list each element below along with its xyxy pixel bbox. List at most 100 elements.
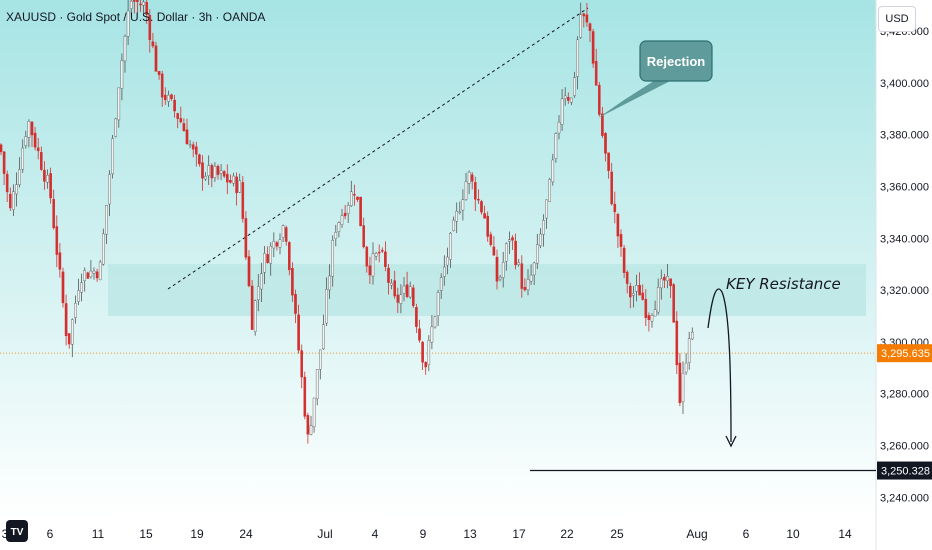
candle[interactable]: [678, 353, 682, 407]
candle[interactable]: [368, 256, 372, 285]
candle[interactable]: [542, 214, 545, 247]
candle[interactable]: [24, 130, 28, 149]
candle[interactable]: [480, 199, 483, 215]
candle[interactable]: [567, 92, 570, 104]
candle[interactable]: [393, 270, 397, 299]
candle[interactable]: [331, 235, 335, 287]
candle[interactable]: [517, 258, 520, 267]
candle[interactable]: [625, 270, 629, 294]
candle[interactable]: [194, 141, 198, 167]
candle[interactable]: [148, 9, 152, 53]
candle[interactable]: [402, 277, 406, 302]
candle[interactable]: [247, 250, 251, 288]
candle[interactable]: [563, 87, 567, 106]
candle[interactable]: [83, 267, 86, 292]
candle[interactable]: [284, 225, 288, 246]
candle[interactable]: [647, 312, 651, 332]
candle[interactable]: [387, 263, 390, 295]
candle[interactable]: [70, 318, 74, 358]
candle[interactable]: [669, 278, 672, 298]
candle[interactable]: [359, 196, 362, 227]
candle[interactable]: [594, 48, 598, 86]
candle[interactable]: [238, 173, 242, 193]
candle[interactable]: [412, 284, 415, 308]
candle[interactable]: [644, 289, 648, 327]
candle[interactable]: [244, 211, 248, 261]
candle[interactable]: [629, 282, 632, 309]
candle[interactable]: [132, 0, 136, 14]
candle[interactable]: [501, 251, 505, 288]
candle[interactable]: [371, 242, 375, 285]
candle[interactable]: [49, 167, 52, 204]
candle[interactable]: [105, 205, 108, 245]
candle[interactable]: [415, 303, 418, 333]
candle[interactable]: [458, 201, 462, 215]
candle[interactable]: [179, 106, 183, 124]
candle[interactable]: [2, 150, 6, 186]
candle[interactable]: [92, 267, 96, 280]
candle[interactable]: [207, 155, 211, 185]
candle[interactable]: [27, 119, 31, 148]
candle[interactable]: [325, 277, 328, 327]
candle[interactable]: [464, 172, 468, 201]
candle[interactable]: [545, 199, 548, 229]
candle[interactable]: [145, 0, 149, 24]
candle[interactable]: [455, 202, 459, 234]
candle[interactable]: [687, 331, 691, 370]
candle[interactable]: [452, 216, 455, 232]
candle[interactable]: [322, 314, 325, 350]
candle[interactable]: [312, 397, 316, 433]
candle[interactable]: [591, 28, 595, 68]
candle[interactable]: [343, 205, 347, 220]
candle[interactable]: [225, 164, 229, 195]
candle[interactable]: [139, 0, 142, 12]
candle[interactable]: [446, 247, 449, 275]
candle[interactable]: [408, 281, 412, 299]
candle[interactable]: [126, 0, 130, 45]
candle[interactable]: [449, 232, 452, 268]
current-price-tag[interactable]: [877, 344, 932, 363]
trend-line[interactable]: [167, 7, 589, 290]
candle[interactable]: [607, 152, 610, 179]
candle[interactable]: [619, 229, 623, 257]
key-resistance-zone[interactable]: [108, 264, 866, 316]
candle[interactable]: [229, 174, 232, 184]
candle[interactable]: [129, 0, 133, 14]
candle[interactable]: [684, 353, 688, 375]
candle[interactable]: [421, 340, 424, 370]
candle[interactable]: [64, 294, 68, 346]
candle[interactable]: [232, 172, 235, 187]
candle[interactable]: [241, 176, 245, 223]
symbol-header[interactable]: XAUUSD · Gold Spot / U.S. Dollar · 3h · …: [6, 10, 266, 24]
candle[interactable]: [201, 155, 204, 191]
candle[interactable]: [399, 284, 403, 314]
candle[interactable]: [346, 202, 350, 224]
candle[interactable]: [176, 112, 180, 129]
candle[interactable]: [532, 261, 536, 285]
candle[interactable]: [663, 273, 666, 289]
candle[interactable]: [489, 231, 493, 247]
candle[interactable]: [46, 169, 49, 189]
candle[interactable]: [167, 90, 170, 107]
candle[interactable]: [43, 161, 46, 190]
candle[interactable]: [396, 287, 400, 314]
candle[interactable]: [309, 415, 313, 436]
candle[interactable]: [294, 289, 297, 324]
candle[interactable]: [117, 87, 121, 128]
candle[interactable]: [585, 3, 589, 27]
candle[interactable]: [374, 251, 378, 261]
candle[interactable]: [622, 245, 626, 279]
candle[interactable]: [210, 163, 214, 188]
candle[interactable]: [101, 228, 105, 266]
candle[interactable]: [213, 162, 217, 182]
candle[interactable]: [40, 146, 43, 171]
candle[interactable]: [672, 283, 675, 323]
candle[interactable]: [573, 71, 576, 98]
candle[interactable]: [675, 311, 679, 374]
candle[interactable]: [182, 118, 186, 132]
candle[interactable]: [579, 2, 582, 39]
candle[interactable]: [477, 189, 480, 205]
candle[interactable]: [86, 271, 90, 279]
candle[interactable]: [300, 344, 304, 389]
